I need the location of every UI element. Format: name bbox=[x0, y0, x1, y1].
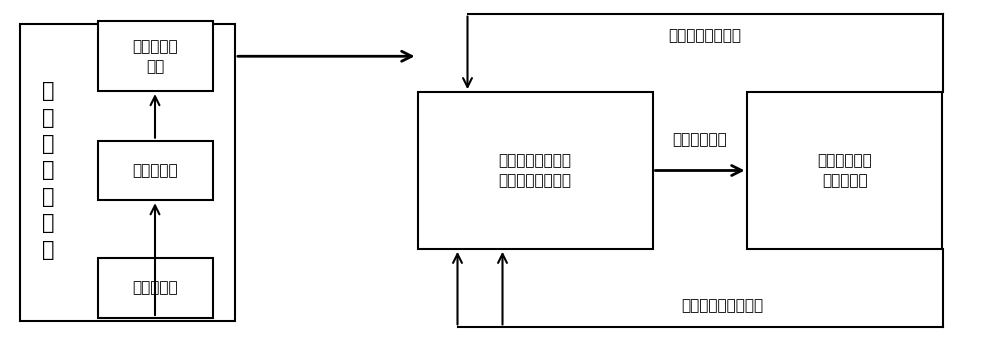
FancyBboxPatch shape bbox=[20, 24, 235, 321]
Text: 输出级缓冲
电路: 输出级缓冲 电路 bbox=[132, 39, 178, 74]
Text: 数
模
转
换
激
励
源: 数 模 转 换 激 励 源 bbox=[42, 81, 54, 260]
FancyBboxPatch shape bbox=[98, 258, 213, 318]
Text: 参考电压源: 参考电压源 bbox=[132, 281, 178, 296]
FancyBboxPatch shape bbox=[98, 21, 213, 91]
Text: 推挽式输出拓
扑网络电路: 推挽式输出拓 扑网络电路 bbox=[818, 153, 872, 188]
Text: 数模转换器: 数模转换器 bbox=[132, 163, 178, 178]
Text: 提升负载能力: 提升负载能力 bbox=[673, 132, 727, 147]
FancyBboxPatch shape bbox=[98, 141, 213, 201]
FancyBboxPatch shape bbox=[418, 92, 653, 249]
Text: 输出节点电压反馈: 输出节点电压反馈 bbox=[669, 28, 742, 43]
Text: 自举调整运放电压轨: 自举调整运放电压轨 bbox=[681, 298, 764, 313]
Text: 运算放大器自举与
反馈拓扑网络电路: 运算放大器自举与 反馈拓扑网络电路 bbox=[498, 153, 572, 188]
FancyBboxPatch shape bbox=[747, 92, 942, 249]
